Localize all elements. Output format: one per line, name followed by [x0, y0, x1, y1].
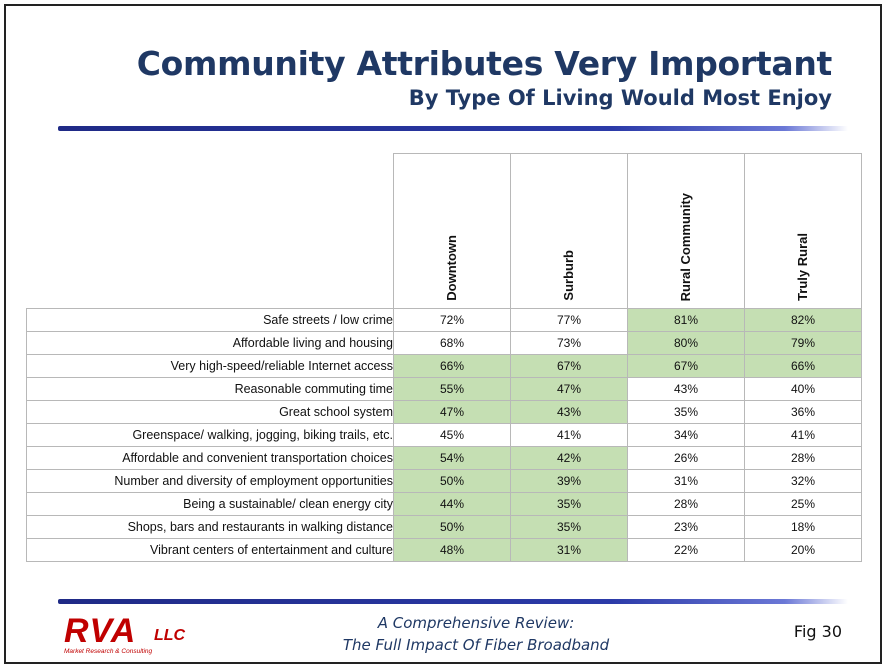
logo-suffix: LLC — [154, 627, 186, 644]
logo-wordmark: RVA — [64, 612, 137, 650]
row-label: Very high-speed/reliable Internet access — [26, 354, 394, 378]
table-cell: 50% — [393, 469, 511, 493]
header-divider — [58, 126, 848, 131]
table-row: Affordable living and housing 68% 73% 80… — [26, 331, 862, 355]
row-label: Affordable and convenient transportation… — [26, 446, 394, 470]
table-cell: 45% — [393, 423, 511, 447]
table-cell: 50% — [393, 515, 511, 539]
table-cell: 68% — [393, 331, 511, 355]
table-cell: 47% — [510, 377, 628, 401]
column-header-label: Truly Rural — [795, 233, 810, 301]
table-row: Great school system 47% 43% 35% 36% — [26, 400, 862, 424]
table-cell: 35% — [510, 515, 628, 539]
table-cell: 35% — [627, 400, 745, 424]
table-cell: 39% — [510, 469, 628, 493]
table-cell: 67% — [627, 354, 745, 378]
table-row: Greenspace/ walking, jogging, biking tra… — [26, 423, 862, 447]
column-header-downtown: Downtown — [393, 153, 511, 309]
table-cell: 80% — [627, 331, 745, 355]
column-header-suburb: Surburb — [510, 153, 628, 309]
table-cell: 43% — [510, 400, 628, 424]
row-label: Vibrant centers of entertainment and cul… — [26, 538, 394, 562]
table-cell: 26% — [627, 446, 745, 470]
column-header-label: Surburb — [561, 250, 576, 301]
column-header-rural-community: Rural Community — [627, 153, 745, 309]
slide-subtitle: By Type Of Living Would Most Enjoy — [408, 86, 832, 110]
footer-line-2: The Full Impact Of Fiber Broadband — [342, 636, 610, 654]
table-cell: 22% — [627, 538, 745, 562]
table-cell: 36% — [744, 400, 862, 424]
table-cell: 35% — [510, 492, 628, 516]
footer-line-1: A Comprehensive Review: — [377, 614, 575, 632]
table-row: Being a sustainable/ clean energy city 4… — [26, 492, 862, 516]
footer-caption: A Comprehensive Review: The Full Impact … — [296, 612, 656, 656]
attributes-table: Downtown Surburb Rural Community Truly R… — [26, 153, 862, 562]
table-cell: 77% — [510, 308, 628, 332]
column-header-truly-rural: Truly Rural — [744, 153, 862, 309]
row-label: Great school system — [26, 400, 394, 424]
table-cell: 41% — [510, 423, 628, 447]
table-cell: 66% — [744, 354, 862, 378]
table-cell: 79% — [744, 331, 862, 355]
figure-number: Fig 30 — [793, 622, 842, 641]
table-cell: 54% — [393, 446, 511, 470]
table-cell: 25% — [744, 492, 862, 516]
table-cell: 66% — [393, 354, 511, 378]
footer-divider — [58, 599, 848, 604]
table-cell: 41% — [744, 423, 862, 447]
table-cell: 43% — [627, 377, 745, 401]
table-corner-cell — [26, 153, 394, 309]
table-cell: 44% — [393, 492, 511, 516]
table-cell: 20% — [744, 538, 862, 562]
logo-tagline: Market Research & Consulting — [64, 648, 153, 655]
table-row: Shops, bars and restaurants in walking d… — [26, 515, 862, 539]
column-header-label: Rural Community — [678, 192, 693, 301]
slide-title: Community Attributes Very Important — [136, 44, 833, 83]
table-cell: 23% — [627, 515, 745, 539]
table-cell: 40% — [744, 377, 862, 401]
table-cell: 72% — [393, 308, 511, 332]
column-header-label: Downtown — [444, 235, 459, 301]
table-row: Safe streets / low crime 72% 77% 81% 82% — [26, 308, 862, 332]
table-cell: 81% — [627, 308, 745, 332]
row-label: Greenspace/ walking, jogging, biking tra… — [26, 423, 394, 447]
row-label: Being a sustainable/ clean energy city — [26, 492, 394, 516]
table-cell: 28% — [627, 492, 745, 516]
table-cell: 47% — [393, 400, 511, 424]
row-label: Reasonable commuting time — [26, 377, 394, 401]
table-cell: 67% — [510, 354, 628, 378]
table-row: Reasonable commuting time 55% 47% 43% 40… — [26, 377, 862, 401]
row-label: Affordable living and housing — [26, 331, 394, 355]
row-label: Number and diversity of employment oppor… — [26, 469, 394, 493]
row-label: Safe streets / low crime — [26, 308, 394, 332]
table-cell: 18% — [744, 515, 862, 539]
table-cell: 28% — [744, 446, 862, 470]
table-row: Affordable and convenient transportation… — [26, 446, 862, 470]
table-cell: 31% — [510, 538, 628, 562]
table-cell: 34% — [627, 423, 745, 447]
table-cell: 48% — [393, 538, 511, 562]
table-header-row: Downtown Surburb Rural Community Truly R… — [26, 153, 862, 309]
row-label: Shops, bars and restaurants in walking d… — [26, 515, 394, 539]
table-cell: 42% — [510, 446, 628, 470]
slide: Community Attributes Very Important By T… — [4, 4, 882, 664]
table-row: Vibrant centers of entertainment and cul… — [26, 538, 862, 562]
table-cell: 55% — [393, 377, 511, 401]
table-cell: 82% — [744, 308, 862, 332]
table-row: Number and diversity of employment oppor… — [26, 469, 862, 493]
rva-logo: RVA LLC Market Research & Consulting — [64, 612, 224, 658]
table-cell: 32% — [744, 469, 862, 493]
table-cell: 31% — [627, 469, 745, 493]
table-cell: 73% — [510, 331, 628, 355]
table-row: Very high-speed/reliable Internet access… — [26, 354, 862, 378]
